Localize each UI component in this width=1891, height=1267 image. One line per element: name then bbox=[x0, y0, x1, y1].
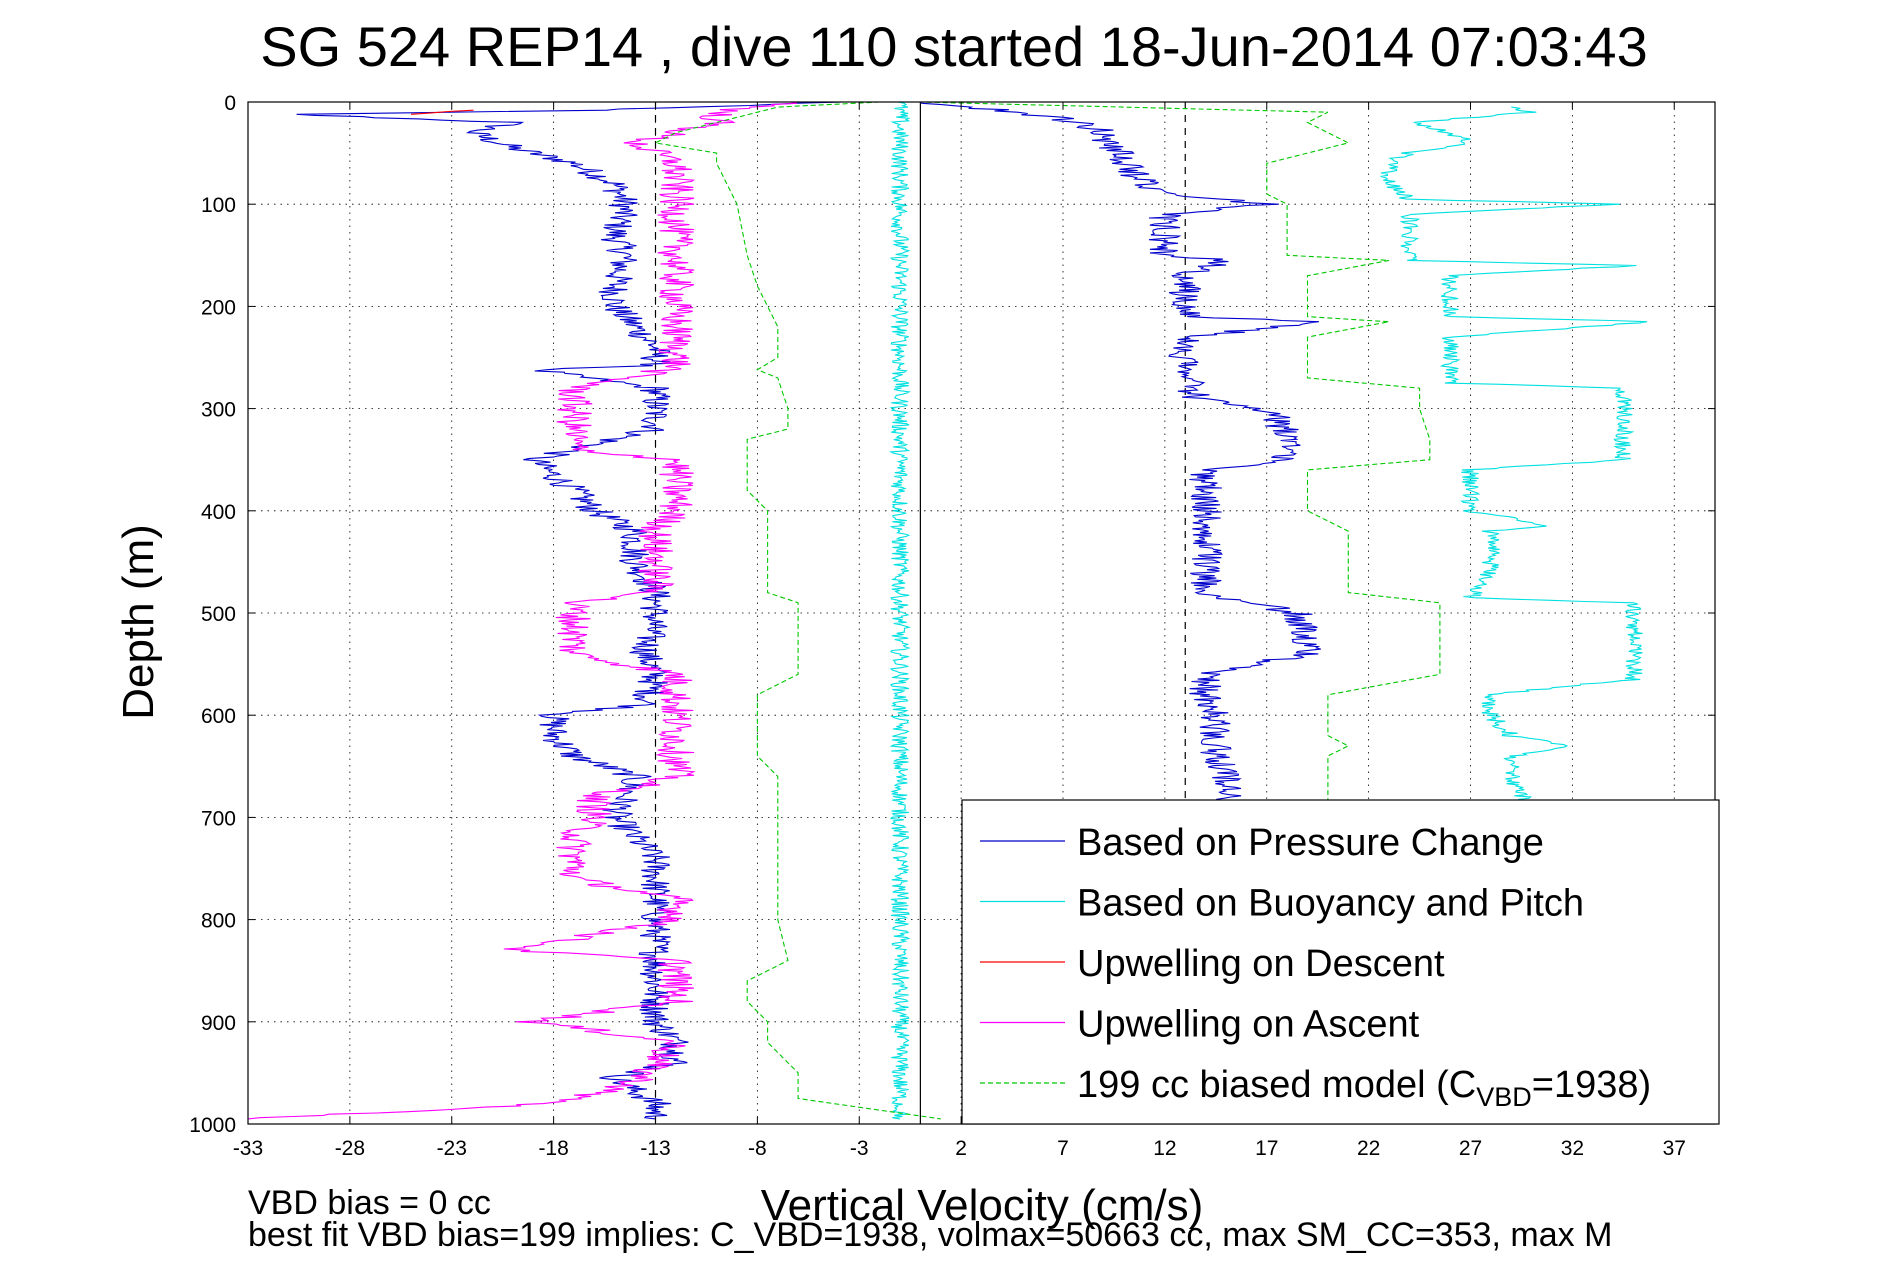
x-tick-label: -3 bbox=[850, 1137, 869, 1160]
legend: Based on Pressure Change Based on Buoyanc… bbox=[961, 799, 1720, 1125]
y-tick-label: 900 bbox=[201, 1012, 236, 1035]
x-tick-label: 7 bbox=[1057, 1137, 1069, 1160]
y-tick-label: 800 bbox=[201, 910, 236, 933]
x-tick-label: 32 bbox=[1561, 1137, 1584, 1160]
x-axis-title: Vertical Velocity (cm/s) bbox=[761, 1181, 1204, 1230]
x-tick-label: 27 bbox=[1459, 1137, 1482, 1160]
y-tick-label: 400 bbox=[201, 501, 236, 524]
footnote-vbd-bias: VBD bias = 0 cc bbox=[248, 1184, 491, 1222]
x-tick-label: -23 bbox=[437, 1137, 467, 1160]
y-tick-label: 200 bbox=[201, 296, 236, 319]
x-tick-label: -8 bbox=[748, 1137, 767, 1160]
legend-label-1: Based on Buoyancy and Pitch bbox=[1077, 883, 1584, 925]
y-axis-title: Depth (m) bbox=[114, 524, 163, 720]
x-tick-label: 37 bbox=[1663, 1137, 1686, 1160]
legend-label-0: Based on Pressure Change bbox=[1077, 822, 1544, 864]
y-tick-label: 0 bbox=[224, 92, 236, 115]
series-line-4-descent bbox=[653, 101, 941, 1120]
y-tick-label: 500 bbox=[201, 603, 236, 626]
x-tick-label: 22 bbox=[1357, 1137, 1380, 1160]
y-tick-label: 700 bbox=[201, 807, 236, 830]
y-tick-label: 100 bbox=[201, 194, 236, 217]
series-line-3-descent bbox=[247, 101, 798, 1120]
x-tick-label: 2 bbox=[955, 1137, 967, 1160]
chart-title: SG 524 REP14 , dive 110 started 18-Jun-2… bbox=[260, 15, 1647, 78]
footnote-best-fit: best fit VBD bias=199 implies: C_VBD=193… bbox=[248, 1216, 1612, 1254]
legend-box bbox=[961, 799, 1720, 1125]
y-tick-label: 300 bbox=[201, 399, 236, 422]
series-line-0-descent bbox=[296, 101, 844, 1120]
axis-ticks: -33 -28 -23 -18 -13 -8 -3 2 7 12 17 22 27 32 370100200… bbox=[189, 92, 1715, 1160]
legend-label-2: Upwelling on Descent bbox=[1077, 943, 1445, 985]
x-tick-label: -33 bbox=[233, 1137, 263, 1160]
y-tick-label: 600 bbox=[201, 705, 236, 728]
y-tick-label: 1000 bbox=[189, 1114, 236, 1137]
series-line-1-descent bbox=[888, 101, 912, 1120]
series-line-4-ascent bbox=[920, 101, 1441, 1120]
x-tick-label: -18 bbox=[538, 1137, 568, 1160]
series-line-2-descent bbox=[410, 109, 474, 115]
x-tick-label: -28 bbox=[335, 1137, 365, 1160]
x-tick-label: -13 bbox=[640, 1137, 670, 1160]
legend-label-3: Upwelling on Ascent bbox=[1077, 1004, 1420, 1046]
x-tick-label: 12 bbox=[1153, 1137, 1176, 1160]
legend-label-4: 199 cc biased model (CVBD=1938) bbox=[1077, 1064, 1651, 1112]
x-tick-label: 17 bbox=[1255, 1137, 1278, 1160]
